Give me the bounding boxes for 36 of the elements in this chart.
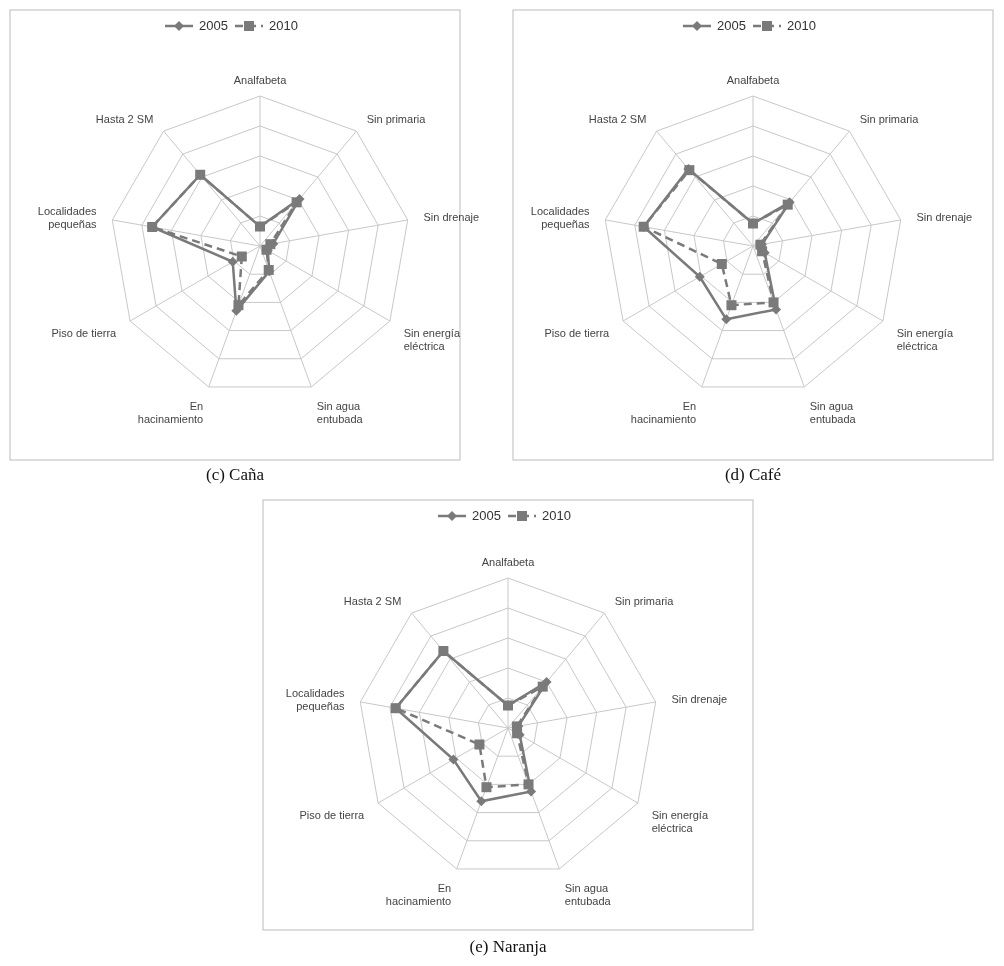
- spoke-label: En hacinamiento: [137, 399, 204, 425]
- text: (c) Caña: [205, 465, 265, 484]
- spoke-label: Sin drenaje: [423, 211, 480, 224]
- spoke-label: Sin primaria: [859, 112, 920, 125]
- spoke-label: En hacinamiento: [630, 399, 697, 425]
- spoke-label: Sin drenaje: [671, 693, 728, 706]
- spoke-label: Analfabeta: [233, 74, 288, 86]
- spoke-label: Analfabeta: [481, 556, 536, 568]
- text: (e) Naranja: [469, 937, 547, 956]
- legend-label: 2010: [269, 18, 298, 33]
- spoke-label: Sin agua entubada: [564, 881, 612, 907]
- spoke-label: Piso de tierra: [299, 809, 366, 821]
- legend-label: 2010: [787, 18, 816, 33]
- spoke-label: Localidades pequeñas: [285, 686, 346, 712]
- spoke-label: Hasta 2 SM: [95, 112, 154, 125]
- spoke-label: Localidades pequeñas: [37, 204, 98, 230]
- spoke-label: Hasta 2 SM: [588, 112, 647, 125]
- spoke-label: Sin energía eléctrica: [651, 809, 709, 834]
- spoke-label: En hacinamiento: [385, 881, 452, 907]
- spoke-label: Sin drenaje: [916, 211, 973, 224]
- legend-label: 2005: [717, 18, 746, 33]
- legend-label: 2005: [199, 18, 228, 33]
- spoke-label: Hasta 2 SM: [343, 594, 402, 607]
- spoke-label: Sin agua entubada: [809, 399, 857, 425]
- spoke-label: Piso de tierra: [51, 327, 118, 339]
- spoke-label: Localidades pequeñas: [530, 204, 591, 230]
- legend-label: 2005: [472, 508, 501, 523]
- spoke-label: Piso de tierra: [544, 327, 611, 339]
- spoke-label: Sin primaria: [366, 112, 427, 125]
- spoke-label: Sin energía eléctrica: [896, 327, 954, 352]
- text: (d) Café: [724, 465, 782, 484]
- spoke-label: Analfabeta: [726, 74, 781, 86]
- spoke-label: Sin energía eléctrica: [403, 327, 461, 352]
- spoke-label: Sin agua entubada: [316, 399, 364, 425]
- spoke-label: Sin primaria: [614, 594, 675, 607]
- legend-label: 2010: [542, 508, 571, 523]
